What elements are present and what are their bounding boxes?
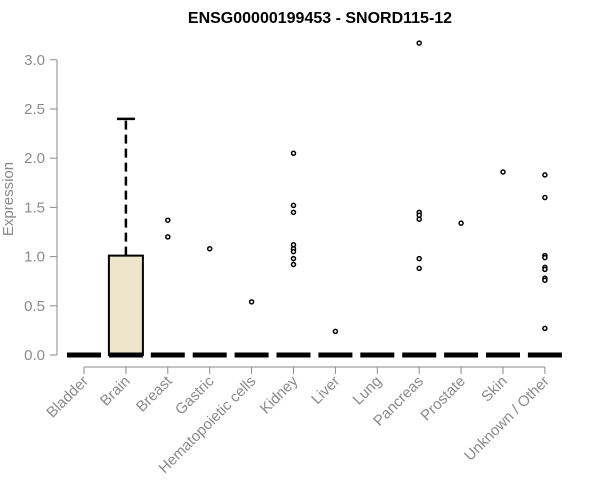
outlier-point xyxy=(290,255,297,262)
outlier-point xyxy=(332,328,339,335)
x-tick-label: Skin xyxy=(478,373,511,406)
outlier-point xyxy=(416,216,422,222)
y-tick-label: 0.0 xyxy=(24,347,45,364)
outlier-point xyxy=(542,277,548,283)
outlier-point xyxy=(290,261,297,268)
x-tick-label: Kidney xyxy=(257,372,302,417)
x-tick-label: Liver xyxy=(308,373,343,408)
y-tick-label: 3.0 xyxy=(24,52,45,69)
outlier-point xyxy=(290,209,297,216)
outlier-points xyxy=(165,40,548,335)
y-tick-label: 1.0 xyxy=(24,249,45,266)
y-tick-label: 2.0 xyxy=(24,150,45,167)
outlier-point xyxy=(416,265,422,272)
outlier-point xyxy=(542,325,548,332)
box-group xyxy=(107,117,144,358)
box-rect xyxy=(107,254,144,356)
y-tick-label: 1.5 xyxy=(24,199,45,216)
y-axis-label: Expression xyxy=(0,162,17,236)
outlier-point xyxy=(542,194,548,201)
outlier-point xyxy=(500,169,506,175)
boxes xyxy=(67,117,562,358)
outlier-point xyxy=(542,266,548,273)
outlier-point xyxy=(206,245,213,252)
y-tick-label: 0.5 xyxy=(24,298,45,315)
x-tick-label: Brain xyxy=(97,373,134,410)
outlier-point xyxy=(290,150,297,157)
x-tick-label: Breast xyxy=(133,372,176,415)
outlier-point xyxy=(165,234,171,240)
outlier-point xyxy=(416,255,422,262)
y-axis: 0.0 0.5 1.0 1.5 2.0 2.5 3.0 xyxy=(24,52,58,364)
y-tick-label: 2.5 xyxy=(24,101,45,118)
outlier-point xyxy=(542,172,548,178)
outlier-point xyxy=(290,248,297,255)
x-tick-label: Bladder xyxy=(43,373,92,422)
outlier-point xyxy=(416,40,422,46)
outlier-point xyxy=(458,220,464,226)
outlier-point xyxy=(542,254,548,261)
outlier-point xyxy=(290,202,297,209)
x-tick-label: Lung xyxy=(350,373,386,409)
outlier-point xyxy=(165,217,171,223)
chart-title: ENSG00000199453 - SNORD115-12 xyxy=(188,10,452,27)
outlier-point xyxy=(248,299,255,305)
x-tick-label: Prostate xyxy=(417,373,469,425)
